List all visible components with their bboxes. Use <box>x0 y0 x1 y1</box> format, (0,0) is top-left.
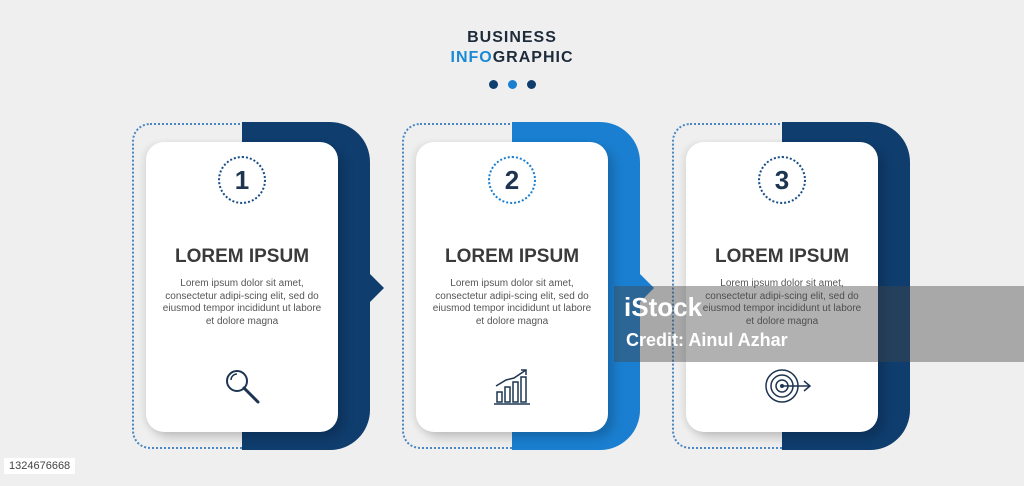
dotted-outline <box>672 123 804 449</box>
growth-chart-icon <box>494 369 530 405</box>
infographic-header: BUSINESS INFOGRAPHIC <box>0 28 1024 94</box>
dot <box>507 80 517 89</box>
title-line-1: BUSINESS <box>467 29 557 46</box>
step-card: 2 LOREM IPSUM Lorem ipsum dolor sit amet… <box>416 142 608 432</box>
dotted-outline <box>402 123 534 449</box>
step-number: 3 <box>758 156 806 204</box>
header-dots <box>0 76 1024 94</box>
step-title: LOREM IPSUM <box>444 246 580 267</box>
step-2: 2 LOREM IPSUM Lorem ipsum dolor sit amet… <box>402 120 656 460</box>
step-body: Lorem ipsum dolor sit amet, consectetur … <box>702 278 862 327</box>
step-card: 3 LOREM IPSUM Lorem ipsum dolor sit amet… <box>686 142 878 432</box>
title-line-2: INFOGRAPHIC <box>0 48 1024 68</box>
step-body: Lorem ipsum dolor sit amet, consectetur … <box>162 278 322 327</box>
arrow-right-icon <box>368 272 384 304</box>
target-icon <box>765 369 812 403</box>
watermark-credit: Credit: Ainul Azhar <box>626 330 788 350</box>
step-body: Lorem ipsum dolor sit amet, consectetur … <box>432 278 592 327</box>
step-3: 3 LOREM IPSUM Lorem ipsum dolor sit amet… <box>672 120 926 460</box>
title-rest: GRAPHIC <box>492 49 574 66</box>
step-title: LOREM IPSUM <box>714 246 850 267</box>
stock-id: 1324676668 <box>4 458 76 474</box>
step-card: 1 LOREM IPSUM Lorem ipsum dolor sit amet… <box>146 142 338 432</box>
watermark-brand: iStock <box>624 292 703 322</box>
step-number: 1 <box>218 156 266 204</box>
dot <box>526 80 536 89</box>
dotted-outline <box>132 123 264 449</box>
step-title: LOREM IPSUM <box>174 246 310 267</box>
arrow-right-icon <box>638 272 654 304</box>
step-1: 1 LOREM IPSUM Lorem ipsum dolor sit amet… <box>132 120 386 460</box>
magnifier-icon <box>226 370 260 404</box>
step-number: 2 <box>488 156 536 204</box>
watermark-band <box>614 286 1024 362</box>
title-accent: INFO <box>450 49 493 66</box>
dot <box>488 80 498 89</box>
